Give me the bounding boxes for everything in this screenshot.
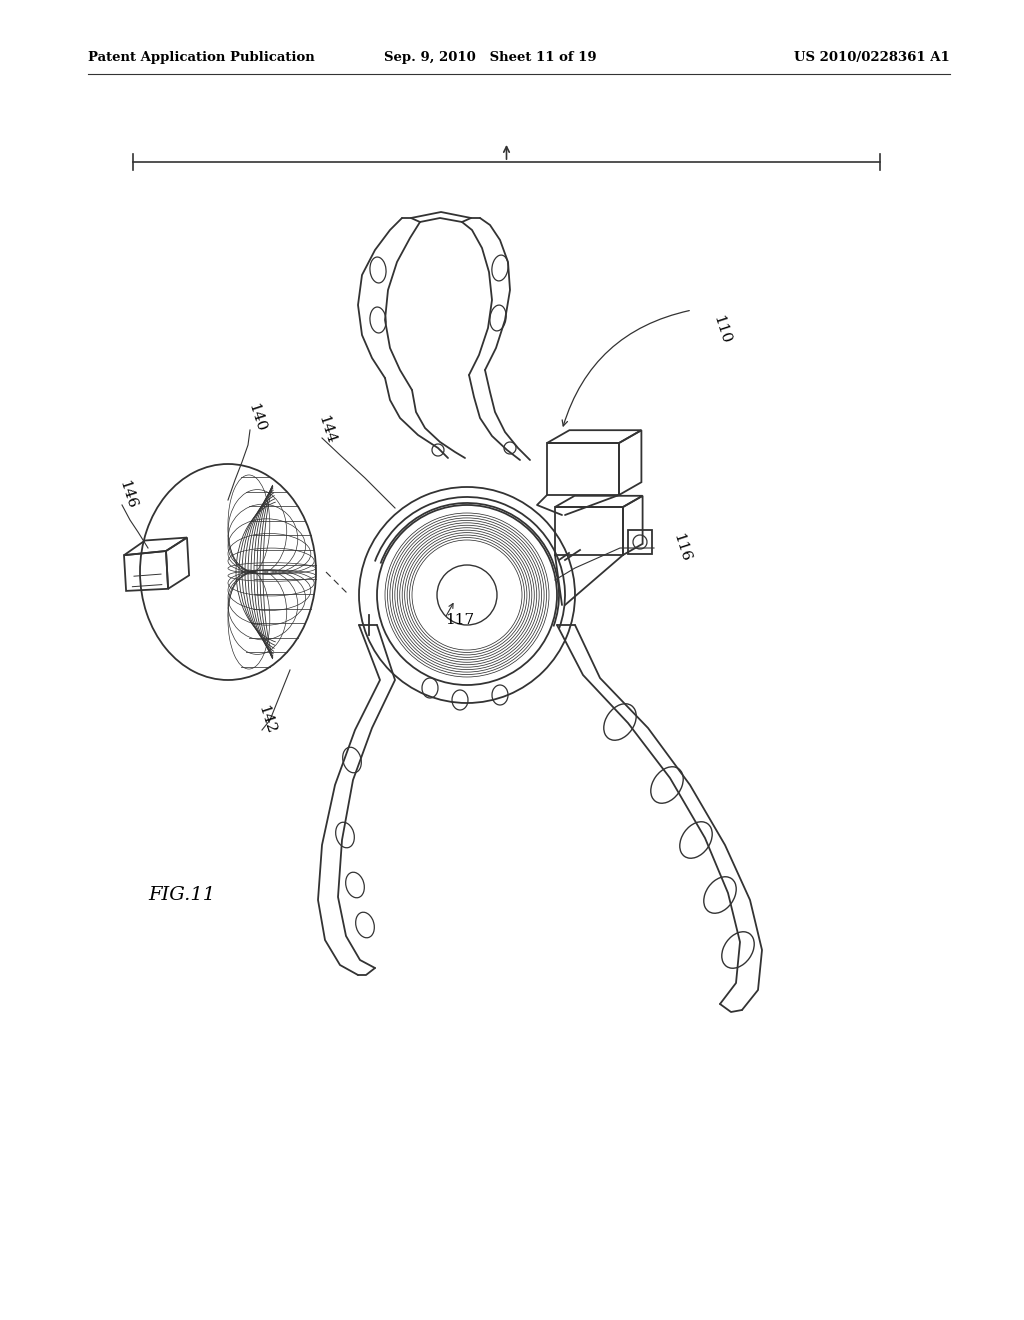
Text: US 2010/0228361 A1: US 2010/0228361 A1 [795,51,950,65]
Text: 116: 116 [670,532,692,564]
Text: Patent Application Publication: Patent Application Publication [88,51,314,65]
Text: 142: 142 [255,704,278,737]
Text: 146: 146 [116,479,138,511]
Text: 140: 140 [245,401,267,434]
Text: 117: 117 [445,612,474,627]
Text: FIG.11: FIG.11 [148,886,215,904]
Text: 110: 110 [710,314,732,346]
Text: 144: 144 [315,414,337,446]
Text: Sep. 9, 2010   Sheet 11 of 19: Sep. 9, 2010 Sheet 11 of 19 [384,51,596,65]
